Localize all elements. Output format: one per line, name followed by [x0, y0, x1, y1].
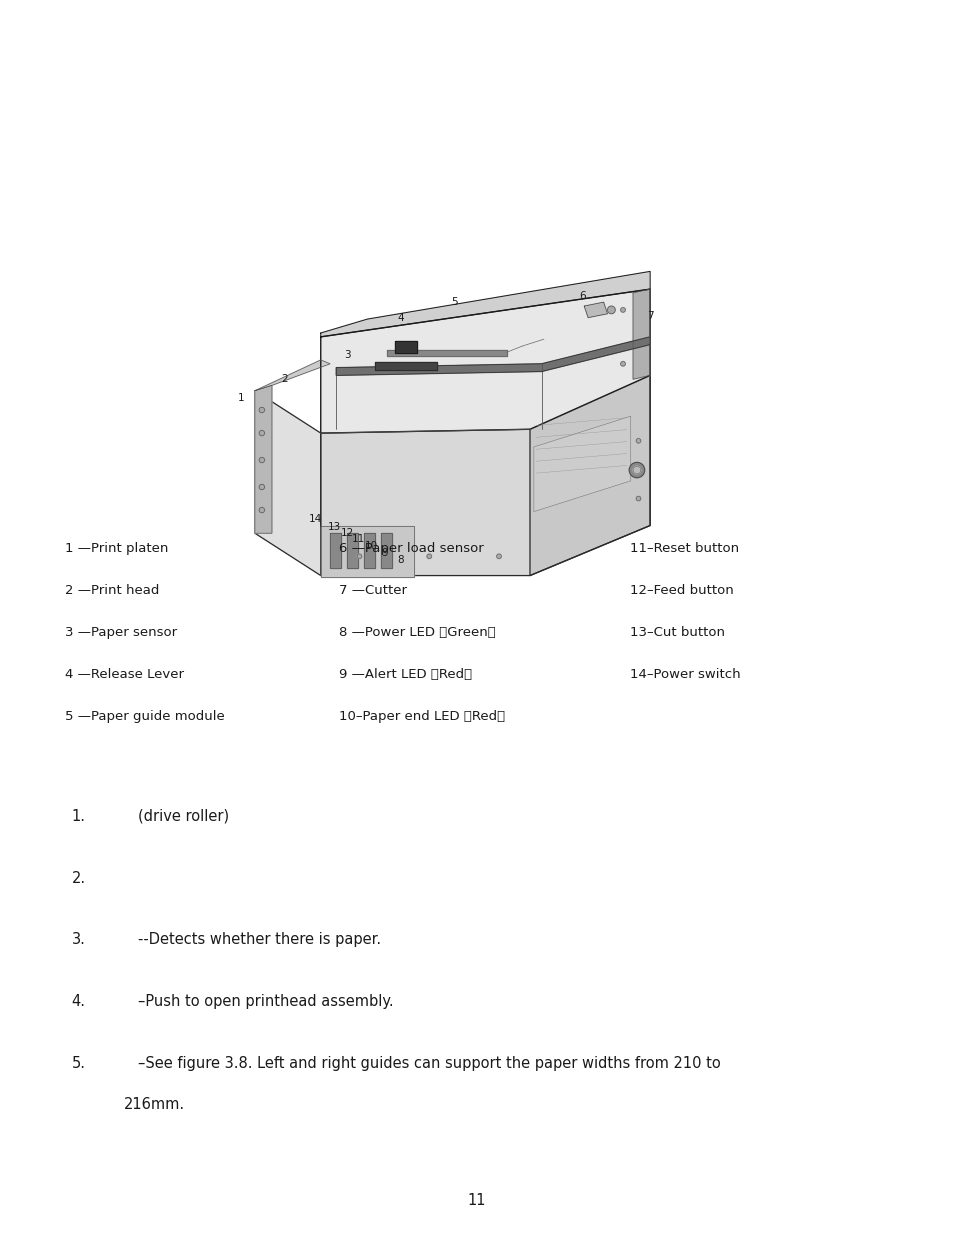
- Polygon shape: [320, 272, 649, 337]
- Text: 3 —Paper sensor: 3 —Paper sensor: [65, 626, 177, 640]
- Text: 216mm.: 216mm.: [124, 1097, 185, 1112]
- Circle shape: [259, 484, 264, 490]
- Text: 10–Paper end LED （Red）: 10–Paper end LED （Red）: [338, 710, 504, 724]
- Circle shape: [620, 308, 624, 312]
- Text: 5 —Paper guide module: 5 —Paper guide module: [65, 710, 224, 724]
- Text: 1 —Print platen: 1 —Print platen: [65, 542, 168, 556]
- Circle shape: [259, 508, 264, 513]
- Text: 2: 2: [281, 374, 288, 384]
- Polygon shape: [254, 359, 330, 390]
- Text: 5: 5: [450, 298, 456, 308]
- Polygon shape: [320, 526, 414, 577]
- Circle shape: [629, 462, 644, 478]
- Polygon shape: [530, 294, 649, 576]
- Text: 3.: 3.: [71, 932, 86, 947]
- Circle shape: [427, 555, 431, 558]
- Text: 9 —Alert LED （Red）: 9 —Alert LED （Red）: [338, 668, 472, 682]
- Text: –Push to open printhead assembly.: –Push to open printhead assembly.: [138, 994, 394, 1009]
- Text: 6 —Paper load sensor: 6 —Paper load sensor: [338, 542, 483, 556]
- Text: 11: 11: [352, 535, 365, 545]
- Text: 10: 10: [364, 541, 377, 551]
- Text: 4: 4: [396, 312, 403, 322]
- Text: 7 —Cutter: 7 —Cutter: [338, 584, 406, 598]
- Circle shape: [636, 496, 640, 501]
- Circle shape: [633, 466, 640, 474]
- Polygon shape: [347, 534, 357, 568]
- Polygon shape: [320, 375, 649, 576]
- Polygon shape: [320, 289, 649, 433]
- Text: 9: 9: [380, 548, 387, 558]
- Text: 6: 6: [578, 291, 585, 301]
- Text: 13: 13: [328, 522, 341, 532]
- Text: 14–Power switch: 14–Power switch: [629, 668, 740, 682]
- Circle shape: [497, 555, 500, 558]
- Circle shape: [259, 457, 264, 463]
- Text: 5.: 5.: [71, 1056, 86, 1071]
- Polygon shape: [583, 303, 607, 317]
- Polygon shape: [395, 341, 416, 353]
- Text: 8 —Power LED （Green）: 8 —Power LED （Green）: [338, 626, 495, 640]
- Text: 3: 3: [344, 350, 351, 359]
- Text: 12–Feed button: 12–Feed button: [629, 584, 733, 598]
- Text: (drive roller): (drive roller): [138, 809, 230, 824]
- Circle shape: [620, 362, 624, 366]
- Circle shape: [356, 555, 361, 558]
- Polygon shape: [254, 385, 272, 534]
- Text: 11: 11: [467, 1193, 486, 1208]
- Text: --Detects whether there is paper.: --Detects whether there is paper.: [138, 932, 381, 947]
- Text: 1: 1: [237, 394, 244, 404]
- Text: 14: 14: [309, 514, 321, 524]
- Text: 4.: 4.: [71, 994, 86, 1009]
- Text: 12: 12: [341, 529, 355, 538]
- Text: 2 —Print head: 2 —Print head: [65, 584, 159, 598]
- Text: 2.: 2.: [71, 871, 86, 885]
- Circle shape: [636, 438, 640, 443]
- Polygon shape: [375, 362, 436, 370]
- Polygon shape: [386, 350, 506, 356]
- Polygon shape: [633, 289, 649, 379]
- Text: 8: 8: [396, 556, 403, 566]
- Text: 13–Cut button: 13–Cut button: [629, 626, 724, 640]
- Text: 11–Reset button: 11–Reset button: [629, 542, 738, 556]
- Polygon shape: [254, 390, 320, 576]
- Polygon shape: [364, 534, 375, 568]
- Polygon shape: [330, 534, 340, 568]
- Text: –See figure 3.8. Left and right guides can support the paper widths from 210 to: –See figure 3.8. Left and right guides c…: [138, 1056, 720, 1071]
- Polygon shape: [381, 534, 392, 568]
- Text: 7: 7: [646, 311, 653, 321]
- Polygon shape: [335, 337, 649, 375]
- Circle shape: [607, 306, 615, 314]
- Text: 1.: 1.: [71, 809, 86, 824]
- Circle shape: [259, 408, 264, 412]
- Circle shape: [259, 431, 264, 436]
- Polygon shape: [534, 416, 630, 511]
- Text: 4 —Release Lever: 4 —Release Lever: [65, 668, 184, 682]
